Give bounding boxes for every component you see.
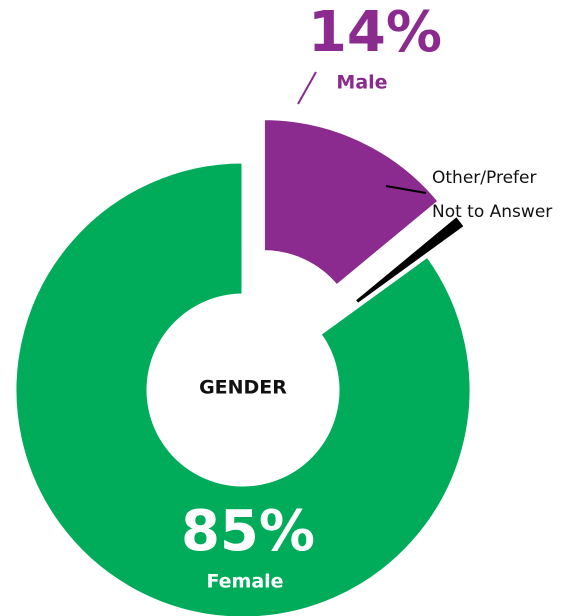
slice [13,160,473,616]
slices [13,117,473,616]
category-label: Female [206,571,283,593]
center-label: GENDER [199,377,287,399]
value-label: 85% [181,499,315,564]
value-label: 14% [308,0,442,65]
category-label: Other/Prefer Not to Answer [432,168,552,222]
category-label: Male [336,72,387,94]
other-leader [385,185,427,194]
slice [352,213,468,307]
slice [261,117,442,289]
male-leader [297,71,317,105]
